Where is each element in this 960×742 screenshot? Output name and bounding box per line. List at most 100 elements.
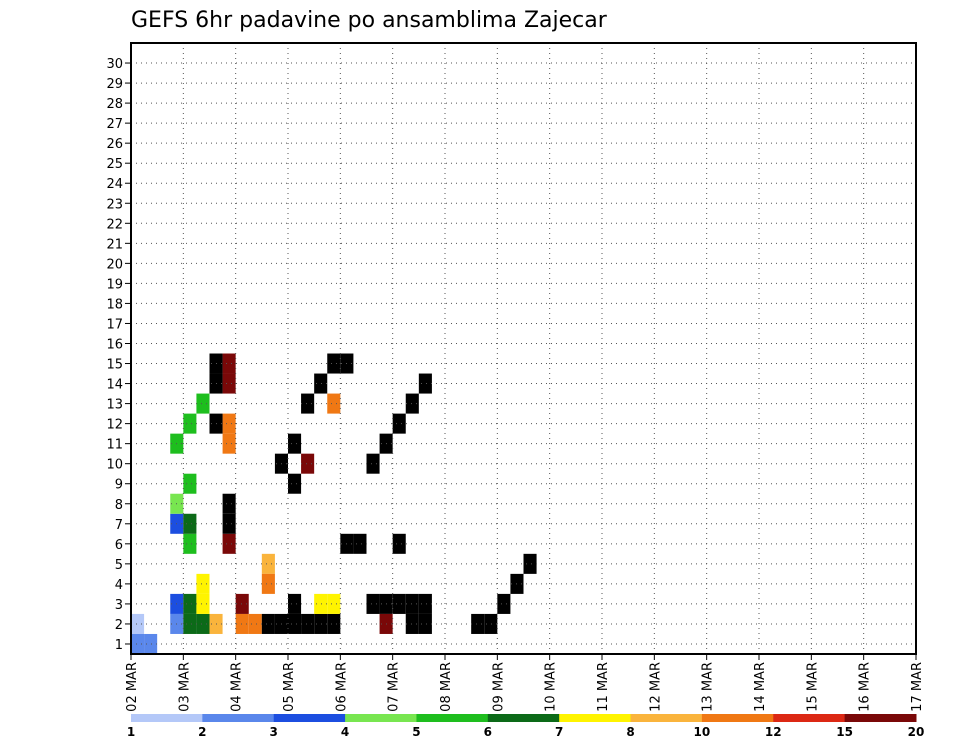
heatmap-cell — [327, 593, 341, 614]
y-tick-label: 9 — [115, 478, 123, 493]
y-tick-label: 30 — [106, 57, 123, 72]
heatmap-cell — [261, 613, 275, 634]
heatmap-cell — [497, 593, 511, 614]
x-tick-label: 06 MAR — [334, 662, 349, 712]
x-axis: 02 MAR 03 MAR 04 MAR 05 MAR 06 MAR 07 MAR 08 M… — [125, 654, 925, 712]
heatmap-cell — [248, 613, 262, 634]
colorbar-swatch — [559, 714, 632, 722]
x-tick-label: 05 MAR — [282, 662, 297, 712]
colorbar-label: 4 — [341, 725, 349, 739]
heatmap-cell — [261, 553, 275, 574]
y-tick-label: 25 — [106, 157, 123, 172]
heatmap-cell — [392, 533, 406, 554]
colorbar-label: 12 — [765, 725, 782, 739]
x-tick-label: 04 MAR — [230, 662, 245, 712]
heatmap-cell — [183, 473, 197, 494]
heatmap-cell — [314, 373, 328, 394]
heatmap-cell — [405, 393, 419, 414]
heatmap-cell — [301, 393, 315, 414]
heatmap-cell — [301, 613, 315, 634]
y-tick-label: 15 — [106, 358, 123, 373]
colorbar: 1 2 3 4 5 6 7 8 10 12 15 20 — [127, 714, 924, 739]
heatmap-cell — [261, 573, 275, 594]
y-tick-label: 17 — [106, 317, 123, 332]
heatmap-cell — [314, 613, 328, 634]
y-tick-label: 22 — [106, 217, 123, 232]
heatmap-cell — [327, 613, 341, 634]
colorbar-swatch — [487, 714, 560, 722]
x-tick-label: 16 MAR — [858, 662, 873, 712]
heatmap-cell — [183, 593, 197, 614]
y-tick-label: 1 — [115, 638, 123, 653]
heatmap-cell — [405, 613, 419, 634]
y-tick-label: 2 — [115, 618, 123, 633]
x-tick-label: 17 MAR — [910, 662, 925, 712]
heatmap-cell — [327, 353, 341, 374]
x-tick-label: 15 MAR — [805, 662, 820, 712]
y-tick-label: 4 — [115, 578, 123, 593]
y-tick-label: 19 — [106, 277, 123, 292]
plot-frame — [130, 42, 917, 655]
colorbar-swatch — [273, 714, 346, 722]
heatmap-cell — [131, 613, 145, 634]
y-tick-label: 12 — [106, 418, 123, 433]
heatmap-cell — [183, 613, 197, 634]
heatmap-cell — [471, 613, 485, 634]
x-tick-label: 10 MAR — [544, 662, 559, 712]
colorbar-label: 1 — [127, 725, 135, 739]
heatmap-cell — [222, 413, 236, 434]
y-tick-label: 28 — [106, 97, 123, 112]
heatmap-cell — [222, 513, 236, 534]
x-tick-label: 08 MAR — [439, 662, 454, 712]
heatmap-cell — [392, 593, 406, 614]
heatmap-cell — [418, 373, 432, 394]
heatmap-cell — [222, 493, 236, 514]
heatmap-cell — [196, 393, 210, 414]
x-tick-label: 07 MAR — [387, 662, 402, 712]
heatmap-cell — [314, 593, 328, 614]
y-tick-label: 21 — [106, 237, 123, 252]
colorbar-label: 6 — [484, 725, 492, 739]
heatmap-cell — [327, 393, 341, 414]
y-tick-label: 6 — [115, 538, 123, 553]
chart-title: GEFS 6hr padavine po ansamblima Zajecar — [131, 8, 608, 33]
heatmap-cell — [288, 433, 302, 454]
heatmap-cell — [288, 613, 302, 634]
y-tick-label: 23 — [106, 197, 123, 212]
colorbar-swatch — [416, 714, 489, 722]
heatmap-cell — [183, 513, 197, 534]
x-tick-label: 09 MAR — [491, 662, 506, 712]
heatmap-cell — [222, 533, 236, 554]
x-tick-label: 02 MAR — [125, 662, 140, 712]
y-tick-label: 5 — [115, 558, 123, 573]
heatmap-cell — [196, 613, 210, 634]
x-tick-label: 11 MAR — [596, 662, 611, 712]
colorbar-swatch — [844, 714, 917, 722]
y-tick-label: 20 — [106, 257, 123, 272]
heatmap-cell — [222, 433, 236, 454]
heatmap-cell — [288, 593, 302, 614]
heatmap-cells — [131, 353, 537, 654]
y-axis: 1234567891011121314151617181920212223242… — [106, 57, 131, 653]
heatmap-cell — [196, 573, 210, 594]
y-tick-label: 8 — [115, 498, 123, 513]
y-tick-label: 3 — [115, 598, 123, 613]
heatmap-cell — [392, 413, 406, 434]
heatmap-cell — [418, 613, 432, 634]
colorbar-label: 5 — [412, 725, 420, 739]
x-tick-label: 14 MAR — [753, 662, 768, 712]
y-tick-label: 14 — [106, 378, 123, 393]
heatmap-cell — [235, 613, 249, 634]
heatmap-cell — [366, 453, 380, 474]
y-tick-label: 24 — [106, 177, 123, 192]
colorbar-label: 7 — [555, 725, 563, 739]
y-tick-label: 11 — [106, 438, 123, 453]
colorbar-swatch — [773, 714, 846, 722]
heatmap-cell — [235, 593, 249, 614]
colorbar-label: 8 — [626, 725, 634, 739]
x-tick-label: 13 MAR — [701, 662, 716, 712]
colorbar-swatch — [345, 714, 417, 722]
heatmap-cell — [353, 533, 367, 554]
heatmap-cell — [222, 373, 236, 394]
y-tick-label: 26 — [106, 137, 123, 152]
